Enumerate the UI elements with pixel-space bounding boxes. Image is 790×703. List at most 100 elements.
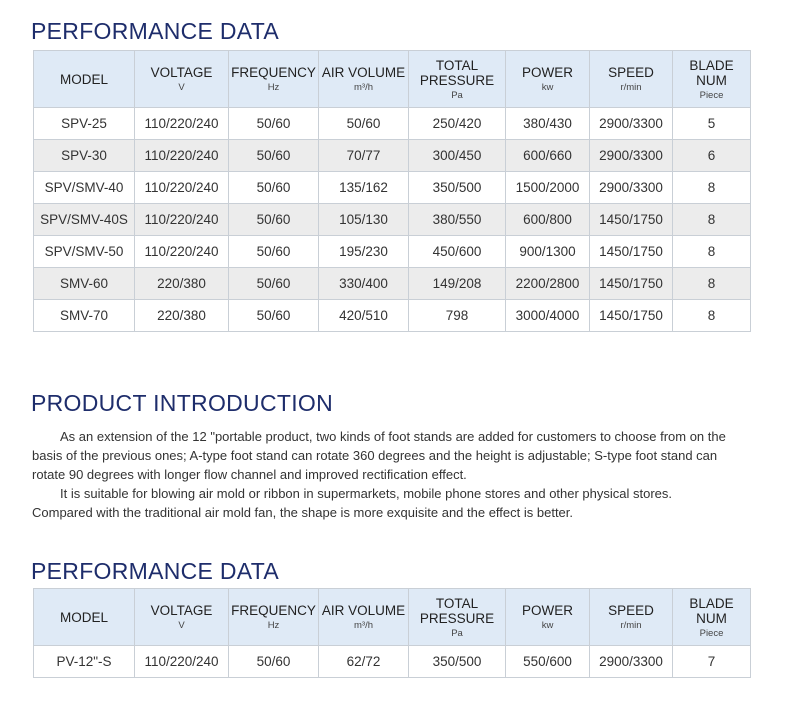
header-unit: kw	[541, 620, 554, 631]
cell: 2900/3300	[589, 645, 673, 678]
cell: 5	[672, 107, 751, 140]
cell: 350/500	[408, 645, 506, 678]
section-title: PRODUCT INTRODUCTION	[31, 390, 334, 416]
data-row: SPV/SMV-40 110/220/240 50/60 135/162 350/500…	[33, 171, 751, 204]
cell: 1450/1750	[589, 203, 673, 236]
cell: 420/510	[318, 299, 409, 332]
cell: 8	[672, 267, 751, 300]
cell: 110/220/240	[134, 645, 229, 678]
header-name: TOTAL PRESSURE	[419, 595, 495, 626]
header-cell: BLADE NUM Piece	[672, 50, 751, 108]
cell: SPV/SMV-40	[33, 171, 135, 204]
header-name: SPEED	[608, 603, 654, 618]
data-row: SPV/SMV-50 110/220/240 50/60 195/230 450/600…	[33, 235, 751, 268]
cell: 8	[672, 299, 751, 332]
cell: PV-12"-S	[33, 645, 135, 678]
header-unit: V	[178, 620, 185, 631]
header-cell: FREQUENCY Hz	[228, 50, 319, 108]
cell: 195/230	[318, 235, 409, 268]
cell: 220/380	[134, 299, 229, 332]
cell: SMV-60	[33, 267, 135, 300]
header-name: AIR VOLUME	[321, 65, 406, 80]
cell: 149/208	[408, 267, 506, 300]
header-cell: MODEL	[33, 50, 135, 108]
cell: 3000/4000	[505, 299, 590, 332]
cell: 220/380	[134, 267, 229, 300]
header-unit: Piece	[699, 89, 724, 101]
cell: 110/220/240	[134, 107, 229, 140]
cell: 8	[672, 171, 751, 204]
header-cell: POWER kw	[505, 50, 590, 108]
cell: SMV-70	[33, 299, 135, 332]
header-unit: kw	[541, 82, 554, 93]
data-row: SPV-25 110/220/240 50/60 50/60 250/420 380/43…	[33, 107, 751, 140]
cell: 50/60	[228, 267, 319, 300]
header-cell: VOLTAGE V	[134, 50, 229, 108]
cell: 6	[672, 139, 751, 172]
cell: 2200/2800	[505, 267, 590, 300]
cell: 2900/3300	[589, 171, 673, 204]
header-cell: MODEL	[33, 588, 135, 646]
section-title: PERFORMANCE DATA	[31, 558, 280, 584]
cell: 50/60	[228, 203, 319, 236]
header-cell: POWER kw	[505, 588, 590, 646]
header-row: MODEL VOLTAGE V FREQUENCY Hz AIR VOLUME m³/h TO…	[33, 588, 751, 646]
header-unit: Pa	[451, 89, 463, 101]
cell: 350/500	[408, 171, 506, 204]
header-cell: TOTAL PRESSURE Pa	[408, 50, 506, 108]
header-unit: r/min	[620, 82, 642, 93]
cell: 1450/1750	[589, 235, 673, 268]
cell: 110/220/240	[134, 203, 229, 236]
header-name: TOTAL PRESSURE	[419, 57, 495, 88]
cell: 8	[672, 203, 751, 236]
cell: SPV-30	[33, 139, 135, 172]
header-unit: V	[178, 82, 185, 93]
paragraph: As an extension of the 12 "portable prod…	[32, 429, 726, 482]
header-name: POWER	[521, 65, 573, 80]
cell: 110/220/240	[134, 139, 229, 172]
cell: 1450/1750	[589, 299, 673, 332]
header-cell: AIR VOLUME m³/h	[318, 588, 409, 646]
cell: 50/60	[228, 107, 319, 140]
cell: 550/600	[505, 645, 590, 678]
cell: 300/450	[408, 139, 506, 172]
cell: 70/77	[318, 139, 409, 172]
intro-text: As an extension of the 12 "portable prod…	[32, 427, 732, 522]
performance-table: MODEL VOLTAGE V FREQUENCY Hz AIR VOLUME m³/h TO…	[33, 588, 751, 678]
header-cell: VOLTAGE V	[134, 588, 229, 646]
header-unit: r/min	[620, 620, 642, 631]
cell: 900/1300	[505, 235, 590, 268]
header-cell: BLADE NUM Piece	[672, 588, 751, 646]
header-name: VOLTAGE	[150, 65, 213, 80]
cell: 135/162	[318, 171, 409, 204]
header-name: VOLTAGE	[150, 603, 213, 618]
header-unit: Hz	[267, 82, 280, 93]
data-row: SMV-60 220/380 50/60 330/400 149/208 2200/280…	[33, 267, 751, 300]
cell: SPV-25	[33, 107, 135, 140]
data-row: SPV/SMV-40S 110/220/240 50/60 105/130 380/55…	[33, 203, 751, 236]
cell: 110/220/240	[134, 171, 229, 204]
cell: 1450/1750	[589, 267, 673, 300]
cell: 2900/3300	[589, 107, 673, 140]
header-cell: FREQUENCY Hz	[228, 588, 319, 646]
header-name: SPEED	[608, 65, 654, 80]
cell: 380/550	[408, 203, 506, 236]
header-name: BLADE NUM	[689, 595, 734, 626]
header-name: MODEL	[59, 71, 108, 87]
cell: SPV/SMV-40S	[33, 203, 135, 236]
header-name: FREQUENCY	[231, 65, 316, 80]
data-row: SMV-70 220/380 50/60 420/510 798 3000/4000 145…	[33, 299, 751, 332]
cell: 105/130	[318, 203, 409, 236]
cell: 330/400	[318, 267, 409, 300]
cell: 50/60	[228, 299, 319, 332]
performance-table: MODEL VOLTAGE V FREQUENCY Hz AIR VOLUME m³/h TO…	[33, 50, 751, 332]
cell: 1500/2000	[505, 171, 590, 204]
paragraph: It is suitable for blowing air mold or r…	[32, 486, 673, 520]
cell: 380/430	[505, 107, 590, 140]
header-unit: m³/h	[354, 620, 373, 631]
header-row: MODEL VOLTAGE V FREQUENCY Hz AIR VOLUME m³/h TO…	[33, 50, 751, 108]
header-cell: SPEED r/min	[589, 50, 673, 108]
header-unit: Hz	[267, 620, 280, 631]
cell: 50/60	[228, 645, 319, 678]
cell: 798	[408, 299, 506, 332]
